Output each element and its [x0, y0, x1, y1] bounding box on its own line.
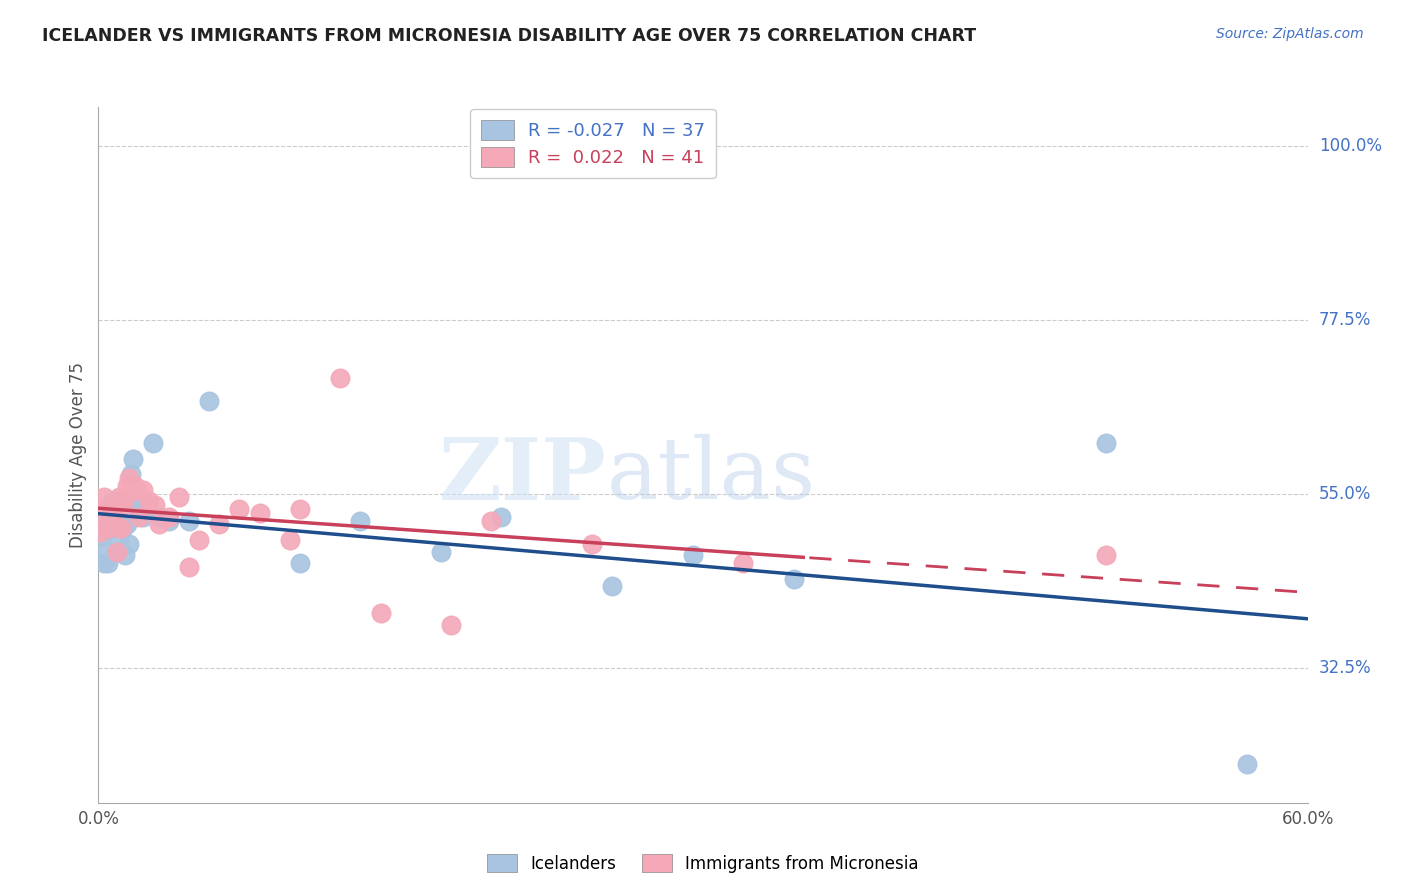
- Point: [97, 517, 120, 532]
- Point: [132, 483, 155, 497]
- Point: [370, 607, 392, 621]
- Point: [115, 479, 138, 493]
- Text: 77.5%: 77.5%: [1319, 310, 1371, 328]
- Point: [733, 556, 755, 570]
- Point: [107, 514, 129, 528]
- Point: [128, 498, 150, 512]
- Point: [124, 479, 146, 493]
- Point: [103, 521, 125, 535]
- Point: [114, 549, 136, 563]
- Point: [132, 509, 155, 524]
- Point: [142, 436, 165, 450]
- Point: [1236, 757, 1258, 772]
- Point: [1095, 436, 1118, 450]
- Point: [491, 509, 513, 524]
- Point: [1095, 549, 1118, 563]
- Point: [249, 506, 271, 520]
- Text: 100.0%: 100.0%: [1319, 136, 1382, 154]
- Point: [135, 498, 157, 512]
- Point: [148, 509, 170, 524]
- Point: [167, 491, 190, 505]
- Point: [115, 517, 138, 532]
- Point: [430, 544, 453, 558]
- Point: [121, 451, 143, 466]
- Point: [107, 533, 129, 547]
- Point: [157, 509, 180, 524]
- Point: [208, 517, 231, 532]
- Point: [349, 514, 371, 528]
- Point: [138, 494, 160, 508]
- Point: [121, 479, 143, 493]
- Point: [96, 502, 118, 516]
- Point: [91, 529, 114, 543]
- Point: [105, 544, 128, 558]
- Point: [100, 509, 122, 524]
- Text: Source: ZipAtlas.com: Source: ZipAtlas.com: [1216, 27, 1364, 41]
- Point: [105, 517, 128, 532]
- Point: [111, 498, 134, 512]
- Point: [288, 502, 311, 516]
- Point: [198, 393, 221, 408]
- Point: [100, 521, 122, 535]
- Point: [97, 556, 120, 570]
- Point: [103, 498, 125, 512]
- Point: [782, 572, 804, 586]
- Point: [105, 544, 128, 558]
- Text: 32.5%: 32.5%: [1319, 658, 1371, 676]
- Point: [329, 370, 352, 384]
- Point: [128, 509, 150, 524]
- Point: [120, 483, 142, 497]
- Point: [157, 514, 180, 528]
- Point: [120, 467, 142, 482]
- Point: [97, 521, 120, 535]
- Point: [288, 556, 311, 570]
- Legend: R = -0.027   N = 37, R =  0.022   N = 41: R = -0.027 N = 37, R = 0.022 N = 41: [470, 109, 716, 178]
- Point: [96, 544, 118, 558]
- Point: [118, 471, 141, 485]
- Point: [89, 525, 111, 540]
- Point: [114, 491, 136, 505]
- Point: [148, 517, 170, 532]
- Point: [278, 533, 301, 547]
- Point: [93, 491, 115, 505]
- Point: [91, 514, 114, 528]
- Point: [110, 521, 132, 535]
- Point: [101, 509, 124, 524]
- Point: [110, 494, 132, 508]
- Point: [600, 579, 623, 593]
- Text: ICELANDER VS IMMIGRANTS FROM MICRONESIA DISABILITY AGE OVER 75 CORRELATION CHART: ICELANDER VS IMMIGRANTS FROM MICRONESIA …: [42, 27, 976, 45]
- Point: [93, 556, 115, 570]
- Point: [107, 491, 129, 505]
- Point: [143, 498, 166, 512]
- Point: [682, 549, 704, 563]
- Point: [188, 533, 211, 547]
- Point: [440, 618, 463, 632]
- Point: [101, 494, 124, 508]
- Text: atlas: atlas: [606, 434, 815, 517]
- Point: [228, 502, 250, 516]
- Point: [177, 514, 201, 528]
- Legend: Icelanders, Immigrants from Micronesia: Icelanders, Immigrants from Micronesia: [481, 847, 925, 880]
- Point: [111, 521, 134, 535]
- Text: 55.0%: 55.0%: [1319, 484, 1371, 502]
- Point: [481, 514, 503, 528]
- Text: ZIP: ZIP: [439, 434, 606, 517]
- Point: [107, 521, 129, 535]
- Y-axis label: Disability Age Over 75: Disability Age Over 75: [69, 362, 87, 548]
- Point: [118, 537, 141, 551]
- Point: [581, 537, 603, 551]
- Point: [124, 498, 146, 512]
- Point: [125, 483, 148, 497]
- Point: [177, 560, 201, 574]
